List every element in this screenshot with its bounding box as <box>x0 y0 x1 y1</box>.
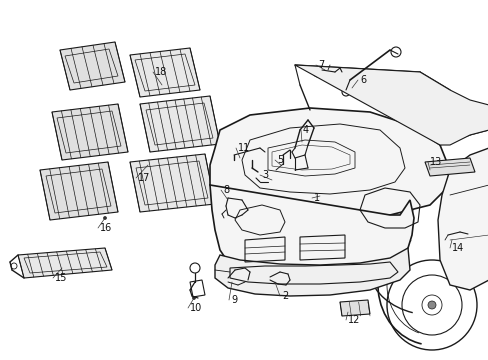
Text: 6: 6 <box>359 75 366 85</box>
Text: 1: 1 <box>313 193 320 203</box>
Polygon shape <box>339 300 369 316</box>
Circle shape <box>103 216 106 220</box>
Text: 7: 7 <box>317 60 324 70</box>
Circle shape <box>318 194 321 198</box>
Circle shape <box>346 310 349 314</box>
Text: 4: 4 <box>303 125 308 135</box>
Circle shape <box>230 280 233 284</box>
Circle shape <box>160 84 163 86</box>
Circle shape <box>449 238 452 242</box>
Polygon shape <box>424 158 474 176</box>
Circle shape <box>300 140 303 144</box>
Text: 17: 17 <box>138 173 150 183</box>
Circle shape <box>273 280 276 284</box>
Text: 9: 9 <box>230 295 237 305</box>
Text: 3: 3 <box>262 170 267 180</box>
Text: 2: 2 <box>282 291 287 301</box>
Text: 12: 12 <box>347 315 360 325</box>
Circle shape <box>61 266 63 270</box>
Polygon shape <box>209 185 413 280</box>
Text: 13: 13 <box>429 157 441 167</box>
Polygon shape <box>140 96 220 152</box>
Circle shape <box>427 301 435 309</box>
Text: 8: 8 <box>223 185 229 195</box>
Circle shape <box>280 165 283 167</box>
Circle shape <box>226 198 229 202</box>
Circle shape <box>146 163 149 166</box>
Polygon shape <box>437 148 488 290</box>
Polygon shape <box>60 42 125 90</box>
Circle shape <box>323 68 326 72</box>
Polygon shape <box>52 104 128 160</box>
Text: 5: 5 <box>276 155 283 165</box>
Polygon shape <box>40 162 118 220</box>
Text: 10: 10 <box>190 303 202 313</box>
Polygon shape <box>215 248 409 296</box>
Circle shape <box>427 168 430 171</box>
Polygon shape <box>130 154 215 212</box>
Polygon shape <box>209 108 449 218</box>
Text: 15: 15 <box>55 273 67 283</box>
Circle shape <box>238 157 241 159</box>
Circle shape <box>192 297 195 300</box>
Text: 16: 16 <box>100 223 112 233</box>
Polygon shape <box>130 48 200 97</box>
Text: 18: 18 <box>155 67 167 77</box>
Text: 14: 14 <box>451 243 463 253</box>
Text: 11: 11 <box>238 143 250 153</box>
Circle shape <box>270 179 273 181</box>
Circle shape <box>350 86 353 90</box>
Circle shape <box>270 180 275 184</box>
Polygon shape <box>294 65 488 145</box>
Polygon shape <box>18 248 112 278</box>
